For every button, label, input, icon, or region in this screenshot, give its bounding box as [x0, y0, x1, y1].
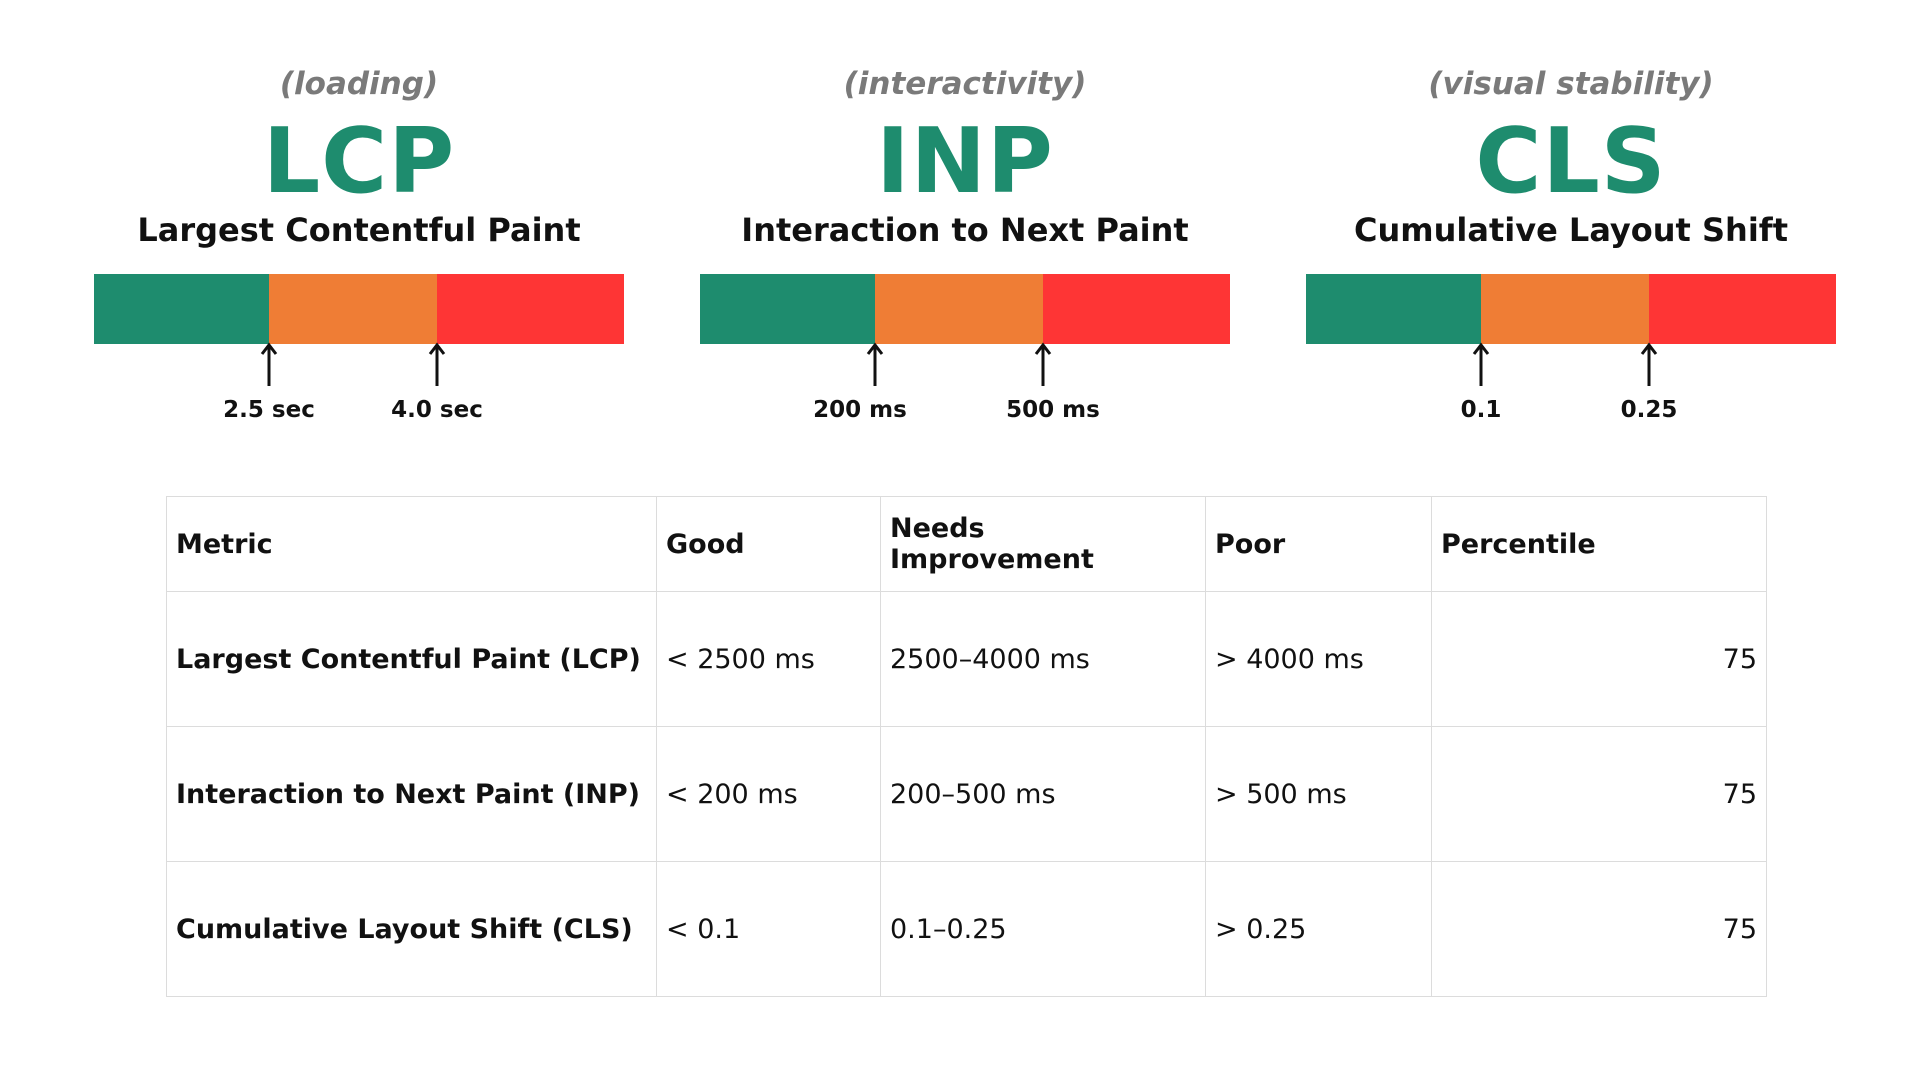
column-header: Good [656, 496, 881, 592]
arrow-up-icon [1033, 342, 1053, 386]
bar-segment-needs-improvement [875, 274, 1043, 344]
table-cell-needs-improvement: 2500–4000 ms [880, 591, 1206, 727]
threshold-label: 4.0 sec [391, 397, 483, 423]
table-cell-metric: Interaction to Next Paint (INP) [166, 726, 657, 862]
metric-panel-cls: (visual stability) CLS Cumulative Layout… [1306, 62, 1836, 442]
metric-panel-lcp: (loading) LCP Largest Contentful Paint 2… [94, 62, 624, 442]
column-header: Poor [1205, 496, 1432, 592]
table-header-row: Metric Good Needs Improvement Poor Perce… [166, 496, 1767, 592]
bar-segment-good [1306, 274, 1481, 344]
metric-abbreviation: INP [876, 109, 1054, 214]
table-cell-good: < 2500 ms [656, 591, 881, 727]
table-cell-poor: > 0.25 [1205, 861, 1432, 997]
metric-category: (visual stability) [1428, 66, 1714, 102]
threshold-label: 0.1 [1460, 397, 1502, 423]
metric-category: (loading) [279, 66, 439, 102]
table-cell-needs-improvement: 0.1–0.25 [880, 861, 1206, 997]
bar-segment-needs-improvement [269, 274, 437, 344]
metric-full-name: Cumulative Layout Shift [1354, 211, 1788, 249]
table-cell-good: < 0.1 [656, 861, 881, 997]
table-cell-needs-improvement: 200–500 ms [880, 726, 1206, 862]
threshold-bar [1306, 274, 1836, 344]
table-cell-poor: > 4000 ms [1205, 591, 1432, 727]
threshold-label: 500 ms [1006, 397, 1100, 423]
table-cell-metric: Largest Contentful Paint (LCP) [166, 591, 657, 727]
arrow-up-icon [259, 342, 279, 386]
table-cell-metric: Cumulative Layout Shift (CLS) [166, 861, 657, 997]
metric-category: (interactivity) [843, 66, 1087, 102]
metric-abbreviation: CLS [1475, 109, 1667, 214]
table-row: Largest Contentful Paint (LCP) < 2500 ms… [166, 591, 1767, 727]
column-header: Needs Improvement [880, 496, 1206, 592]
bar-segment-good [94, 274, 269, 344]
threshold-bar [94, 274, 624, 344]
bar-segment-good [700, 274, 875, 344]
bar-segment-poor [1043, 274, 1230, 344]
thresholds-table-container: Metric Good Needs Improvement Poor Perce… [166, 496, 1767, 997]
arrow-up-icon [1639, 342, 1659, 386]
table-cell-percentile: 75 [1431, 861, 1767, 997]
metric-abbreviation: LCP [262, 109, 456, 214]
table-cell-good: < 200 ms [656, 726, 881, 862]
threshold-bar [700, 274, 1230, 344]
bar-segment-needs-improvement [1481, 274, 1649, 344]
threshold-label: 200 ms [813, 397, 907, 423]
bar-segment-poor [437, 274, 624, 344]
metric-full-name: Interaction to Next Paint [741, 211, 1189, 249]
bar-segment-poor [1649, 274, 1836, 344]
arrow-up-icon [865, 342, 885, 386]
table-row: Interaction to Next Paint (INP) < 200 ms… [166, 726, 1767, 862]
metric-panel-inp: (interactivity) INP Interaction to Next … [700, 62, 1230, 442]
threshold-label: 0.25 [1620, 397, 1678, 423]
metric-full-name: Largest Contentful Paint [137, 211, 581, 249]
column-header: Metric [166, 496, 657, 592]
table-cell-percentile: 75 [1431, 591, 1767, 727]
table-row: Cumulative Layout Shift (CLS) < 0.1 0.1–… [166, 861, 1767, 997]
table-cell-percentile: 75 [1431, 726, 1767, 862]
threshold-label: 2.5 sec [223, 397, 315, 423]
arrow-up-icon [1471, 342, 1491, 386]
table-cell-poor: > 500 ms [1205, 726, 1432, 862]
arrow-up-icon [427, 342, 447, 386]
metrics-overview: (loading) LCP Largest Contentful Paint 2… [0, 0, 1920, 460]
thresholds-table: Metric Good Needs Improvement Poor Perce… [166, 496, 1767, 997]
column-header: Percentile [1431, 496, 1767, 592]
